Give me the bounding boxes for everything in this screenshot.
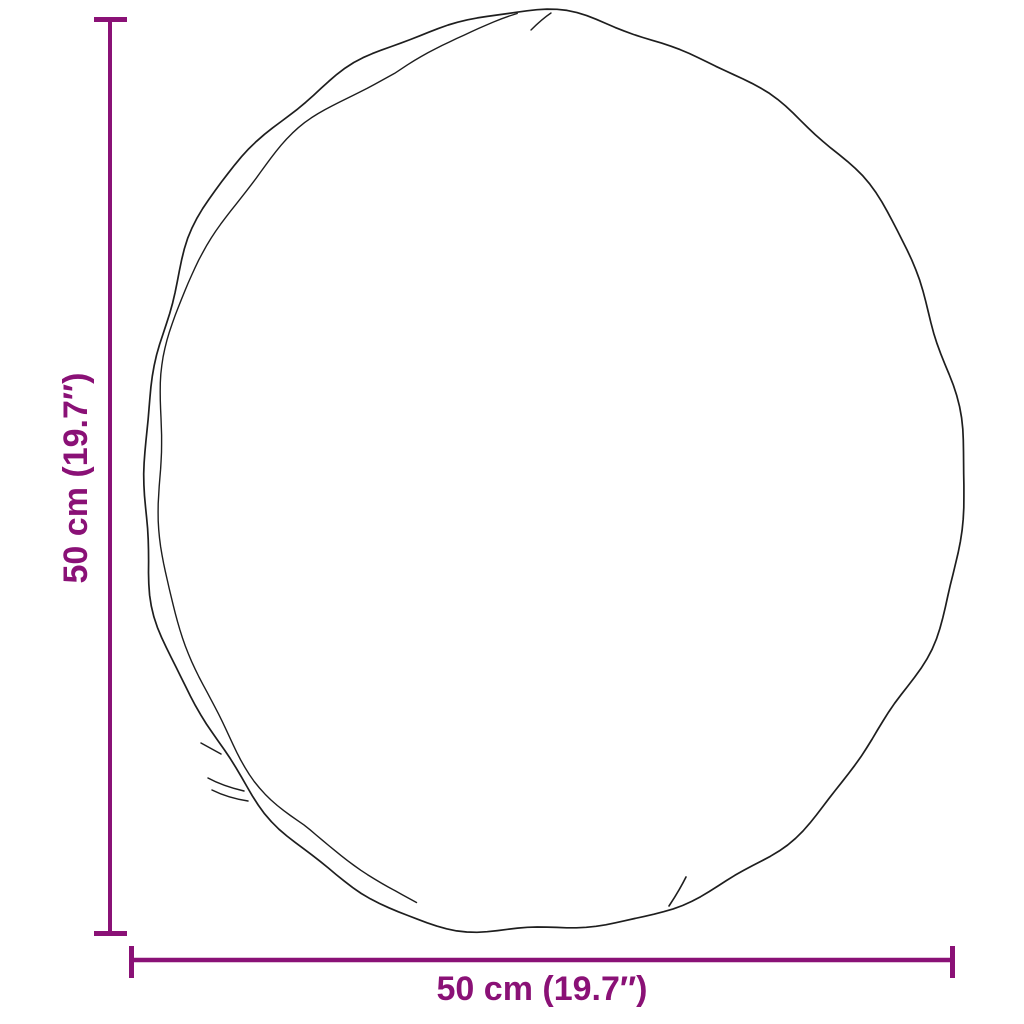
top-seam-notch xyxy=(530,12,552,31)
height-dimension-label: 50 cm (19.7″) xyxy=(57,372,95,584)
width-dimension-label: 50 cm (19.7″) xyxy=(436,970,648,1008)
seam-line xyxy=(157,12,518,904)
horizontal-dimension-indicator xyxy=(129,946,955,978)
seam-tag-upper-stroke xyxy=(207,777,245,792)
fabric-fold-mark xyxy=(668,876,687,907)
seam-tag-cross-stroke xyxy=(200,742,222,755)
product-outline xyxy=(142,8,965,934)
seam-tag-lower-stroke xyxy=(211,789,249,802)
product-sketch-group xyxy=(142,8,965,934)
vertical-dimension-indicator xyxy=(94,17,127,936)
